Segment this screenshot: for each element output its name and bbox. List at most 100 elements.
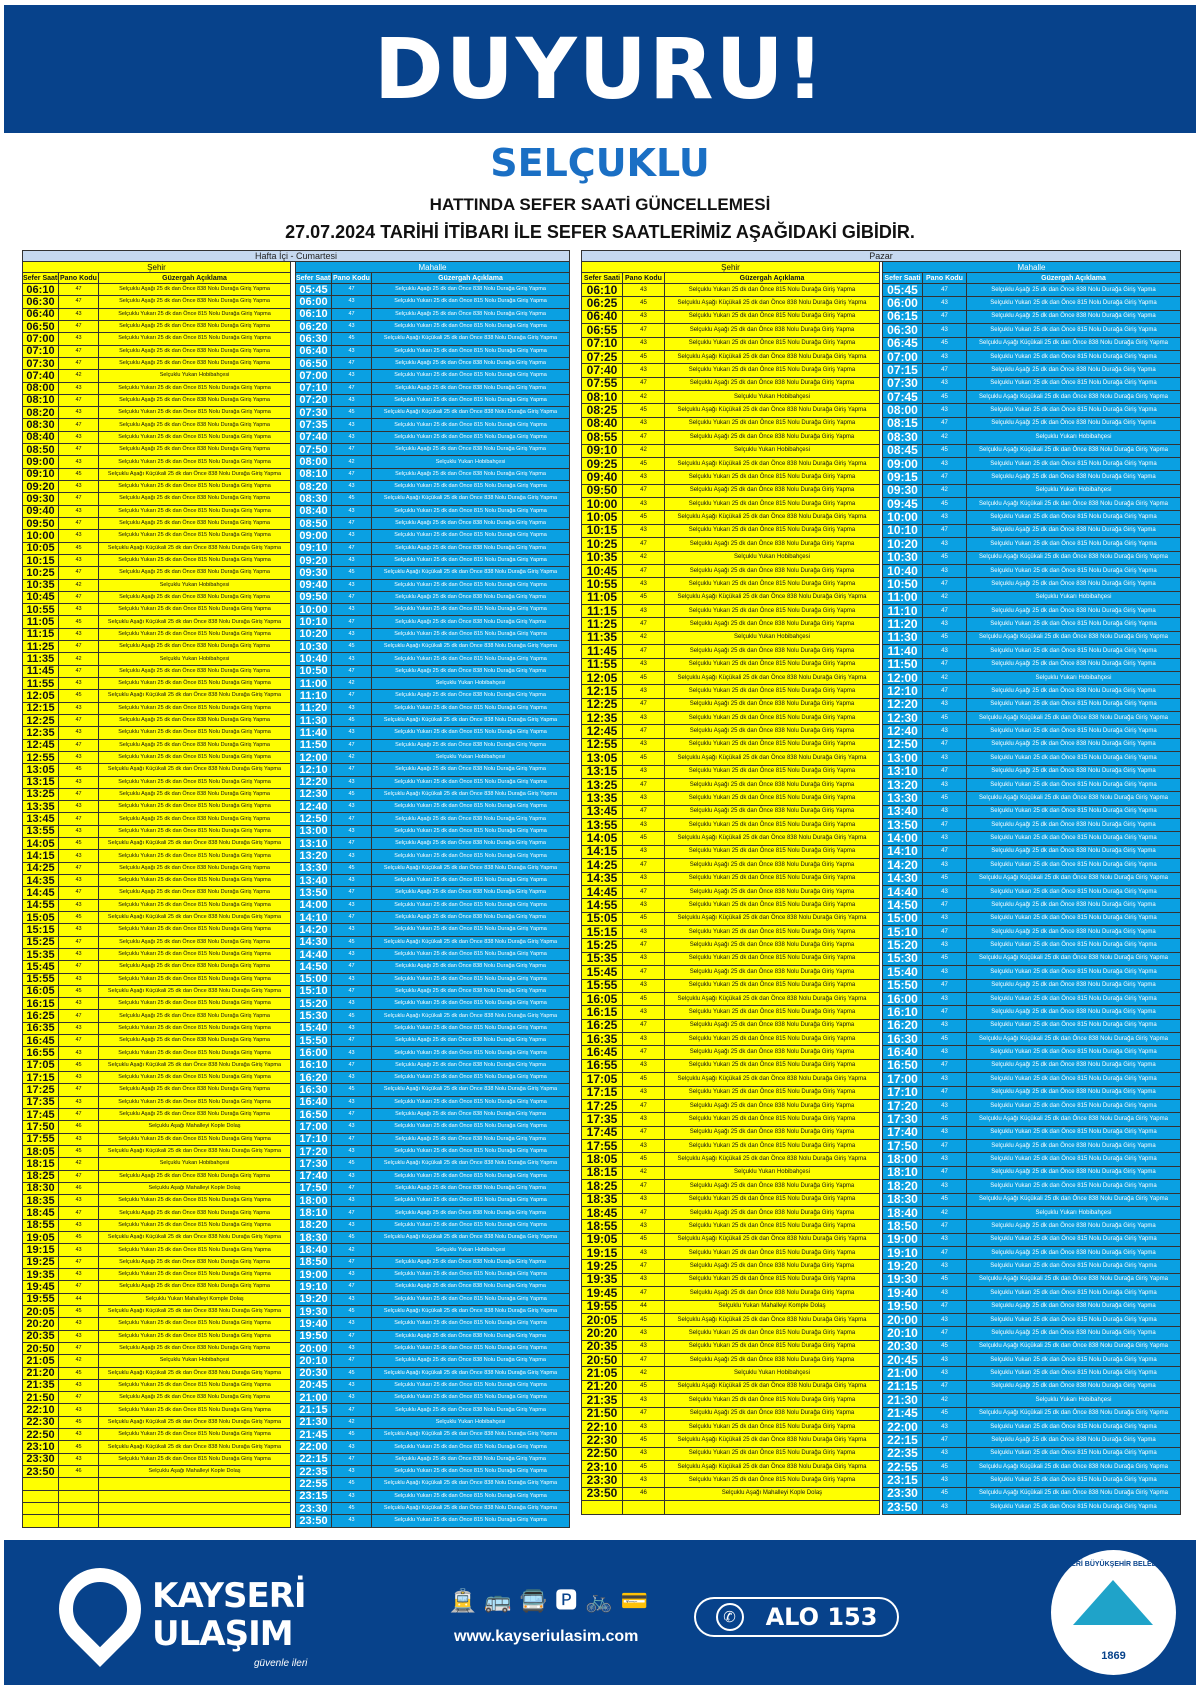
column-gap	[290, 788, 296, 801]
route-description: Selçuklu Yukarı Hobibahçesi	[371, 1415, 570, 1430]
column-gap	[879, 1433, 883, 1448]
departure-time: 23:30	[22, 1452, 59, 1467]
board-code: 43	[331, 1021, 372, 1036]
board-code: 43	[922, 1098, 967, 1114]
column-gap	[290, 973, 296, 986]
departure-time: 17:10	[882, 1085, 923, 1100]
board-code: 43	[331, 1095, 372, 1109]
table-row: 12:55 43 Selçuklu Yukarı 25 dk dan Önce 81…	[22, 750, 570, 765]
board-code: 43	[58, 332, 99, 346]
column-gap	[879, 938, 883, 953]
table-row: 13:45 47 Selçuklu Aşağı 25 dk dan Önce 838…	[22, 812, 570, 826]
board-code: 47	[331, 1255, 372, 1270]
table-row: 18:55 43 Selçuklu Yukarı 25 dk dan Önce 81…	[22, 1218, 570, 1233]
departure-time: 06:30	[22, 295, 59, 309]
column-gap	[290, 272, 296, 284]
route-description: Selçuklu Aşağı 25 dk dan Önce 838 Nolu D…	[98, 935, 291, 949]
column-gap	[290, 1046, 296, 1060]
route-description: Selçuklu Aşağı 25 dk dan Önce 838 Nolu D…	[98, 319, 291, 334]
board-code: 47	[622, 563, 665, 579]
board-code: 42	[331, 1243, 372, 1257]
route-description: Selçuklu Aşağı Küçükali 25 dk dan Önce 8…	[664, 991, 880, 1007]
departure-time: 18:50	[882, 1219, 923, 1234]
board-code: 45	[58, 910, 99, 925]
route-description: Selçuklu Aşağı Küçükali 25 dk dan Önce 8…	[966, 871, 1181, 886]
board-code: 47	[622, 1125, 665, 1141]
departure-time: 16:05	[22, 984, 59, 999]
board-code: 43	[331, 430, 372, 445]
hotline-badge[interactable]: ✆ ALO 153	[694, 1597, 899, 1637]
departure-time: 14:55	[22, 898, 59, 912]
route-description: Selçuklu Aşağı 25 dk dan Önce 838 Nolu D…	[966, 577, 1181, 592]
route-description: Selçuklu Aşağı 25 dk dan Önce 838 Nolu D…	[966, 1326, 1181, 1341]
board-code: 43	[331, 1440, 372, 1454]
route-description: Selçuklu Aşağı Küçükali 25 dk dan Önce 8…	[98, 1304, 291, 1319]
board-code: 47	[331, 615, 372, 629]
departure-time: 19:05	[22, 1231, 59, 1245]
board-code: 47	[58, 1034, 99, 1048]
route-description: Selçuklu Yukarı 25 dk dan Önce 815 Nolu …	[966, 1286, 1181, 1301]
departure-time: 22:15	[295, 1452, 332, 1467]
route-description: Selçuklu Yukarı 25 dk dan Önce 815 Nolu …	[98, 381, 291, 395]
departure-time: 07:30	[22, 356, 59, 371]
website-link[interactable]: www.kayseriulasim.com	[454, 1628, 639, 1645]
board-code: 47	[331, 1132, 372, 1146]
route-description: Selçuklu Aşağı 25 dk dan Önce 838 Nolu D…	[371, 516, 570, 531]
board-code: 47	[58, 738, 99, 752]
route-description: Selçuklu Aşağı Küçükali 25 dk dan Önce 8…	[966, 1459, 1181, 1475]
departure-time: 12:15	[581, 684, 623, 699]
route-description: Selçuklu Aşağı 25 dk dan Önce 838 Nolu D…	[98, 516, 291, 531]
board-code: 43	[58, 381, 99, 395]
table-row: 15:05 45 Selçuklu Aşağı Küçükali 25 dk dan…	[22, 910, 570, 925]
column-gap	[290, 406, 296, 419]
board-code: 43	[922, 510, 967, 525]
column-gap	[879, 1407, 883, 1421]
departure-time: 21:20	[22, 1366, 59, 1380]
column-gap	[879, 979, 883, 993]
column-gap	[290, 369, 296, 382]
departure-time: 08:25	[581, 403, 623, 418]
route-description: Selçuklu Yukarı Hobibahçesi	[371, 750, 570, 765]
departure-time: 11:20	[295, 701, 332, 715]
board-code: 47	[622, 724, 665, 739]
route-description: Selçuklu Yukarı 25 dk dan Önce 815 Nolu …	[371, 1120, 570, 1134]
departure-time: 22:50	[22, 1428, 59, 1442]
board-code: 47	[331, 763, 372, 777]
departure-time: 17:15	[581, 1085, 623, 1100]
board-code: 43	[58, 1194, 99, 1208]
route-description: Selçuklu Aşağı Küçükali 25 dk dan Önce 8…	[371, 1083, 570, 1097]
board-code: 42	[58, 652, 99, 666]
departure-time: 09:10	[581, 443, 623, 458]
departure-time: 20:50	[22, 1341, 59, 1356]
route-description: Selçuklu Aşağı Küçükali 25 dk dan Önce 8…	[664, 670, 880, 686]
column-gap	[879, 831, 883, 846]
table-row: 14:35 43 Selçuklu Yukarı 25 dk dan Önce 81…	[581, 871, 1181, 886]
departure-time: 19:10	[882, 1245, 923, 1261]
route-description: Selçuklu Aşağı 25 dk dan Önce 838 Nolu D…	[371, 282, 570, 297]
board-code: 43	[622, 871, 665, 886]
table-row: 16:35 43 Selçuklu Yukarı 25 dk dan Önce 81…	[581, 1031, 1181, 1047]
departure-time: 08:10	[581, 389, 623, 405]
departure-time: 06:10	[295, 307, 332, 321]
route-description: Selçuklu Yukarı 25 dk dan Önce 815 Nolu …	[98, 1452, 291, 1467]
board-code: 45	[922, 1192, 967, 1207]
departure-time: 08:10	[295, 467, 332, 482]
board-code: 45	[922, 1112, 967, 1127]
table-row: 07:30 47 Selçuklu Aşağı 25 dk dan Önce 838…	[22, 356, 570, 371]
table-row: 17:45 47 Selçuklu Aşağı 25 dk dan Önce 838…	[581, 1125, 1181, 1141]
board-code: 45	[622, 991, 665, 1007]
board-code: 45	[58, 1144, 99, 1159]
header-time: Sefer Saati	[581, 272, 623, 284]
board-code: 43	[331, 1120, 372, 1134]
route-description: Selçuklu Aşağı 25 dk dan Önce 838 Nolu D…	[371, 1107, 570, 1122]
route-description: Selçuklu Aşağı 25 dk dan Önce 838 Nolu D…	[371, 1181, 570, 1196]
board-code: 43	[58, 307, 99, 321]
column-gap	[290, 1206, 296, 1220]
board-code: 45	[331, 640, 372, 654]
column-gap	[290, 1305, 296, 1318]
route-description: Selçuklu Yukarı 25 dk dan Önce 815 Nolu …	[371, 578, 570, 592]
board-code: 46	[58, 1464, 99, 1479]
route-description: Selçuklu Aşağı 25 dk dan Önce 838 Nolu D…	[966, 1058, 1181, 1074]
route-description: Selçuklu Aşağı 25 dk dan Önce 838 Nolu D…	[371, 960, 570, 974]
board-code: 47	[331, 1354, 372, 1368]
